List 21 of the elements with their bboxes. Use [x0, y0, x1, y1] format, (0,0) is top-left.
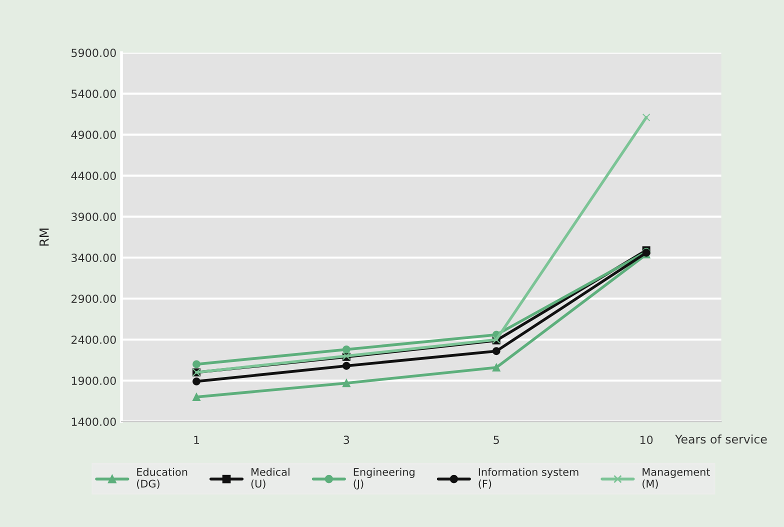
y-tick-label: 1400.00	[72, 418, 116, 426]
x-axis-title: Years of service	[675, 434, 767, 444]
legend-label: Management (M)	[642, 468, 710, 489]
legend-label: Education (DG)	[137, 468, 188, 489]
y-tick-label: 3900.00	[72, 212, 116, 222]
y-tick-label: 4400.00	[71, 172, 116, 180]
y-tick-label: 3400.00	[72, 254, 116, 262]
y-tick-label: 4900.00	[71, 130, 116, 140]
legend-label: Information system (F)	[478, 468, 578, 489]
legend-label: Engineering (J)	[354, 468, 414, 490]
y-axis-title: RM	[40, 228, 49, 246]
y-tick-label: 5900.00	[72, 48, 116, 58]
y-tick-label: 2400.00	[72, 336, 116, 344]
x-tick-label: 5	[494, 436, 499, 444]
x-tick-label: 3	[344, 436, 350, 444]
y-tick-label: 1900.00	[72, 376, 116, 385]
y-tick-label: 5400.00	[72, 90, 116, 98]
x-tick-label: 10	[640, 436, 653, 444]
y-tick-label: 2900.00	[72, 294, 116, 304]
legend-label: Medical (U)	[251, 468, 290, 489]
x-tick-label: 1	[194, 436, 199, 444]
